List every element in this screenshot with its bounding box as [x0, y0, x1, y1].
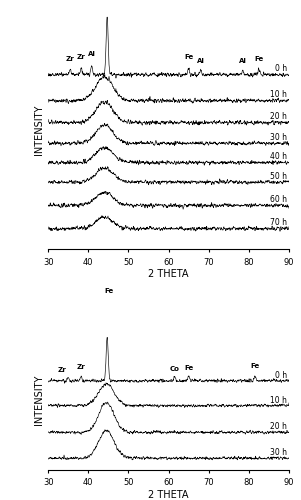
X-axis label: 2 THETA: 2 THETA [148, 490, 189, 500]
Text: 20 h: 20 h [270, 112, 287, 122]
Text: Zr: Zr [77, 364, 85, 370]
Text: 0 h: 0 h [275, 371, 287, 380]
Text: 60 h: 60 h [270, 195, 287, 204]
Text: 20 h: 20 h [270, 422, 287, 432]
Text: Zr: Zr [58, 367, 67, 373]
Text: 10 h: 10 h [270, 396, 287, 404]
Text: 70 h: 70 h [270, 218, 287, 228]
Text: Co: Co [170, 366, 179, 372]
Text: Al: Al [239, 58, 247, 64]
Text: Fe: Fe [104, 288, 114, 294]
Text: 10 h: 10 h [270, 90, 287, 100]
Text: Zr: Zr [77, 54, 85, 60]
Text: Al: Al [88, 50, 95, 56]
Y-axis label: INTENSITY: INTENSITY [34, 374, 44, 425]
Text: 30 h: 30 h [270, 448, 287, 457]
Text: Fe: Fe [184, 54, 193, 60]
Text: Al: Al [197, 58, 205, 64]
Y-axis label: INTENSITY: INTENSITY [34, 104, 44, 155]
Text: 40 h: 40 h [270, 152, 287, 162]
Text: 50 h: 50 h [270, 172, 287, 181]
Text: Fe: Fe [184, 365, 193, 371]
Text: Fe: Fe [254, 56, 263, 62]
X-axis label: 2 THETA: 2 THETA [148, 270, 189, 280]
Text: Fe: Fe [250, 363, 259, 369]
Text: 0 h: 0 h [275, 64, 287, 74]
Text: 30 h: 30 h [270, 133, 287, 142]
Text: Zr: Zr [66, 56, 75, 62]
